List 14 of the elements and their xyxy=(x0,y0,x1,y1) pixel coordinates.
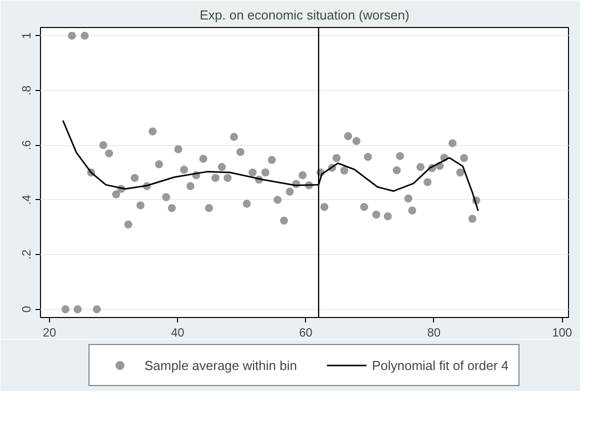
legend-label: Polynomial fit of order 4 xyxy=(372,358,509,372)
y-tick-label: 1 xyxy=(20,32,34,40)
y-tick-label: .4 xyxy=(20,194,34,205)
chart-title: Exp. on economic situation (worsen) xyxy=(200,8,410,22)
x-tick-label: 20 xyxy=(42,326,56,340)
x-tick-label: 100 xyxy=(552,326,572,340)
y-tick-label: .6 xyxy=(20,140,34,150)
x-tick-label: 80 xyxy=(427,326,441,340)
legend-label: Sample average within bin xyxy=(144,358,297,372)
x-tick-label: 40 xyxy=(170,326,185,340)
x-tick-label: 60 xyxy=(299,326,313,340)
y-tick-label: .2 xyxy=(20,249,34,260)
y-tick-label: .8 xyxy=(20,85,34,96)
y-tick-label: 0 xyxy=(20,306,34,313)
